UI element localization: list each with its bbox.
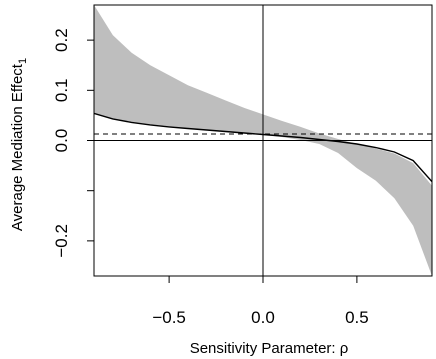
y-axis-title-subscript: 1	[17, 58, 29, 64]
y-tick-label: 0.2	[52, 28, 71, 52]
y-tick-label: 0.0	[52, 129, 71, 153]
x-axis-title: Sensitivity Parameter: ρ	[190, 340, 349, 357]
y-tick-label: −0.2	[52, 224, 71, 258]
x-tick-label: 0.5	[345, 308, 369, 327]
plot-inner	[94, 5, 432, 276]
axes: −0.5 0.0 0.5 −0.2 0.0 0.1 0.2 Sensitivity Param…	[9, 4, 433, 357]
y-axis-title: Average Mediation Effect1	[9, 58, 29, 231]
plot-area	[94, 5, 432, 276]
x-tick-label: 0.0	[251, 308, 275, 327]
y-tick-label: 0.1	[52, 78, 71, 102]
x-tick-label: −0.5	[152, 308, 186, 327]
estimate-line	[94, 112, 432, 183]
y-axis-title-text: Average Mediation Effect	[9, 63, 26, 231]
